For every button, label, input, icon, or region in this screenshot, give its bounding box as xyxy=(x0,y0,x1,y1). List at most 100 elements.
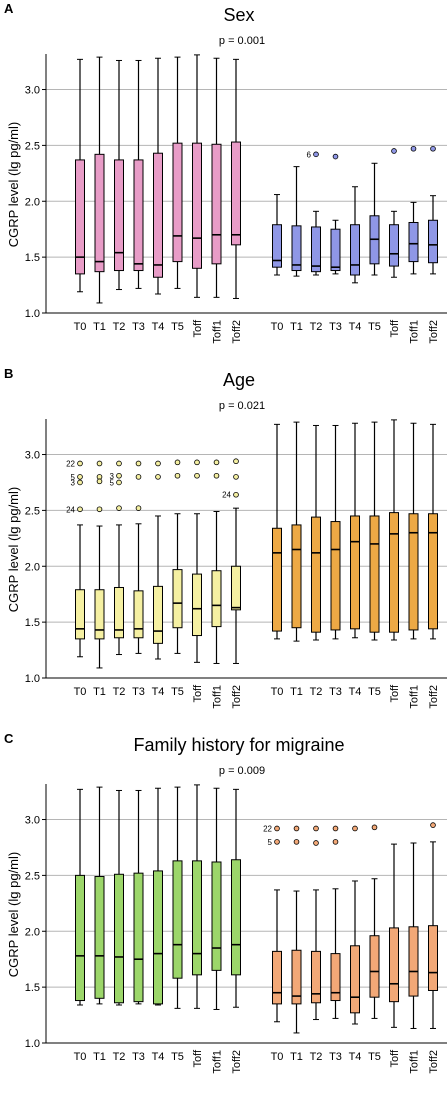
outlier-label: 24 xyxy=(66,505,75,514)
p-value: p = 0.021 xyxy=(219,400,265,412)
x-tick-label: T2 xyxy=(113,1051,126,1063)
box-0-0 xyxy=(75,58,85,293)
outlier-point xyxy=(313,825,319,832)
box-1-6 xyxy=(389,148,399,278)
box-0-5 xyxy=(172,786,183,1009)
outlier-point xyxy=(233,491,239,498)
box-iqr xyxy=(428,219,438,264)
y-tick-label: 3.0 xyxy=(25,815,40,827)
box-iqr xyxy=(389,512,399,633)
outlier-point xyxy=(77,460,83,467)
box-1-4 xyxy=(350,825,360,1025)
p-value: p = 0.009 xyxy=(219,765,265,777)
outlier-point xyxy=(233,458,239,465)
x-tick-label: T4 xyxy=(152,686,165,698)
chart-title: Family history for migraine xyxy=(133,735,344,755)
box-0-2 xyxy=(114,789,124,1006)
box-0-2: 35 xyxy=(110,460,124,656)
y-tick-label: 2.0 xyxy=(25,561,40,573)
box-iqr xyxy=(153,152,163,278)
outlier-point xyxy=(155,474,161,480)
x-tick-label: Toff2 xyxy=(428,685,440,709)
outlier-point xyxy=(332,825,339,832)
x-tick-label: Toff1 xyxy=(409,685,421,709)
panel-b: B Age p = 0.021 1.0 1.5 2.0 2.5 3.0 CGRP level … xyxy=(4,366,447,709)
outlier-point xyxy=(155,460,161,467)
x-tick-label: T1 xyxy=(290,1051,303,1063)
box-iqr xyxy=(211,570,222,628)
box-0-4 xyxy=(153,57,163,295)
box-0-0 xyxy=(75,788,85,1006)
box-iqr xyxy=(114,159,124,272)
box-iqr xyxy=(428,925,438,991)
box-iqr xyxy=(291,225,302,272)
box-1-0 xyxy=(272,423,282,640)
x-tick-label: Toff xyxy=(389,319,401,337)
outlier-point xyxy=(332,153,339,160)
box-0-6 xyxy=(192,459,202,663)
box-iqr xyxy=(330,521,341,631)
x-tick-label: T4 xyxy=(349,1051,362,1063)
box-1-6 xyxy=(389,843,399,1028)
outlier-point xyxy=(313,151,319,158)
outlier-point xyxy=(274,839,280,845)
x-tick-label: T3 xyxy=(329,686,342,698)
x-tick-label: Toff2 xyxy=(428,1050,440,1074)
box-iqr xyxy=(114,586,124,639)
box-iqr xyxy=(94,153,105,273)
box-iqr xyxy=(192,142,202,269)
box-iqr xyxy=(114,873,124,1004)
outlier-label: 6 xyxy=(307,150,312,159)
box-iqr xyxy=(172,142,183,263)
box-iqr xyxy=(311,516,321,633)
outlier-point xyxy=(313,840,319,846)
x-tick-label: Toff1 xyxy=(409,1050,421,1074)
x-tick-label: T5 xyxy=(171,1051,184,1063)
outlier-point xyxy=(116,479,122,486)
outlier-point xyxy=(194,472,200,479)
box-iqr xyxy=(192,573,202,637)
box-iqr xyxy=(172,569,183,629)
outlier-point xyxy=(293,839,300,845)
x-tick-label: Toff xyxy=(192,1049,204,1067)
x-tick-label: Toff2 xyxy=(428,320,440,344)
box-iqr xyxy=(369,935,380,998)
box-iqr xyxy=(408,513,419,631)
x-tick-label: Toff xyxy=(192,684,204,702)
box-iqr xyxy=(133,159,144,272)
box-iqr xyxy=(133,872,144,1003)
box-0-4 xyxy=(153,460,163,660)
outlier-point xyxy=(430,822,436,828)
outlier-point xyxy=(77,474,83,480)
y-tick-label: 2.0 xyxy=(25,196,40,208)
outlier-point xyxy=(332,839,339,845)
box-1-5 xyxy=(369,421,380,641)
box-iqr xyxy=(231,859,241,976)
box-1-2 xyxy=(311,825,321,1021)
box-1-4 xyxy=(350,422,360,639)
x-tick-label: Toff2 xyxy=(231,685,243,709)
outlier-point xyxy=(213,459,220,466)
x-tick-label: T1 xyxy=(93,321,106,333)
outlier-point xyxy=(96,460,103,467)
box-iqr xyxy=(272,224,282,268)
x-tick-label: T3 xyxy=(132,321,145,333)
box-1-1 xyxy=(291,421,302,642)
outlier-label: 22 xyxy=(66,459,75,468)
box-0-3 xyxy=(133,59,144,289)
outlier-point xyxy=(135,460,142,467)
y-tick-label: 3.0 xyxy=(25,450,40,462)
x-tick-label: T1 xyxy=(93,1051,106,1063)
box-1-2 xyxy=(311,424,321,641)
box-1-7 xyxy=(408,145,419,275)
x-tick-label: T0 xyxy=(74,686,87,698)
outlier-label: 5 xyxy=(268,838,273,847)
x-tick-label: Toff1 xyxy=(212,685,224,709)
box-iqr xyxy=(133,590,144,639)
box-iqr xyxy=(75,159,85,275)
y-tick-label: 1.0 xyxy=(25,1038,40,1050)
box-iqr xyxy=(311,226,321,273)
box-iqr xyxy=(75,589,85,640)
box-0-7 xyxy=(211,787,222,1010)
